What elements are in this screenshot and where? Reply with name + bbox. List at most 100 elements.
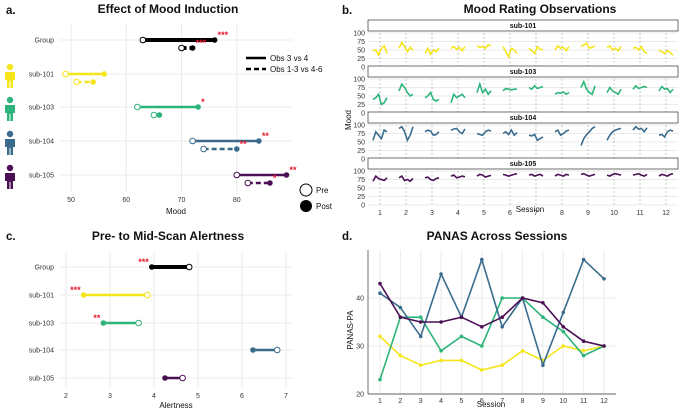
session-line <box>372 44 388 57</box>
x-tick-label: 10 <box>559 398 567 405</box>
y-tick-label: 25 <box>357 56 365 63</box>
y-tick-label: 50 <box>357 93 365 100</box>
panel-a-xlabel: Mood <box>166 207 186 216</box>
data-point <box>439 320 443 324</box>
y-tick-label: 50 <box>357 185 365 192</box>
panel-b-plot: sub-1010255075100sub-1030255075100sub-10… <box>353 19 679 217</box>
panel-a-plot: 50 60 70 80 Group sub-101 sub-103 sub-104 sub-10… <box>29 24 297 204</box>
session-line <box>606 86 622 96</box>
session-line <box>502 46 518 59</box>
significance-label: * <box>201 97 205 107</box>
x-tick-label: 80 <box>233 197 241 204</box>
x-tick-label: 8 <box>560 210 564 217</box>
session-line <box>554 173 570 177</box>
x-tick-label: 9 <box>541 398 545 405</box>
x-tick-label: 60 <box>122 197 130 204</box>
x-tick-label: 12 <box>662 210 670 217</box>
panel-b-title: Mood Rating Observations <box>464 2 617 16</box>
x-tick-label: 2 <box>404 210 408 217</box>
pre-point <box>185 263 193 271</box>
session-line <box>658 49 674 56</box>
session-line <box>372 92 388 106</box>
data-point <box>602 344 606 348</box>
data-point <box>459 358 464 363</box>
significance-label: *** <box>138 257 149 267</box>
data-point <box>378 334 382 339</box>
data-point <box>480 257 484 262</box>
data-point <box>418 363 423 368</box>
legend-post-label: Post <box>316 202 333 211</box>
pre-point <box>135 319 142 327</box>
session-line <box>554 44 570 53</box>
person-icon-green <box>5 96 15 121</box>
row-label: sub-105 <box>29 173 54 180</box>
y-tick-label: 75 <box>357 177 365 184</box>
panel-b-label: b. <box>342 5 352 17</box>
data-point <box>459 315 464 320</box>
data-point <box>581 349 586 353</box>
y-tick-label: 75 <box>357 85 365 92</box>
post-point <box>283 172 290 178</box>
x-tick-label: 6 <box>508 210 512 217</box>
session-line <box>554 90 570 96</box>
session-line <box>502 87 517 92</box>
row-label: sub-104 <box>29 139 54 146</box>
y-tick-label: 0 <box>361 202 365 209</box>
data-point <box>418 315 423 320</box>
significance-label: ** <box>262 131 270 141</box>
data-point <box>378 281 382 286</box>
row-label: sub-104 <box>29 348 54 355</box>
panel-d-title: PANAS Across Sessions <box>427 229 568 243</box>
pre-point <box>233 171 241 179</box>
x-tick-label: 5 <box>460 398 464 405</box>
y-tick-label: 50 <box>357 47 365 54</box>
data-point <box>581 339 586 344</box>
data-point <box>581 353 586 358</box>
legend-pre-label: Pre <box>316 186 329 195</box>
session-line <box>528 133 544 142</box>
x-tick-label: 4 <box>439 398 443 405</box>
session-line <box>450 127 466 135</box>
series-line <box>379 335 605 371</box>
post-point <box>211 37 218 43</box>
session-line <box>528 84 544 91</box>
session-line <box>476 129 492 137</box>
panel-b-ylabel: Mood <box>344 110 353 130</box>
data-point <box>520 349 525 353</box>
session-line <box>398 40 414 54</box>
legend-pre-marker <box>299 183 313 197</box>
y-tick-label: 0 <box>361 64 365 71</box>
y-tick-label: 25 <box>357 148 365 155</box>
panel-c-plot: 2 3 4 5 6 7 Group sub-101 sub-103 sub-104 sub-105 *… <box>29 252 292 400</box>
post-point <box>162 375 168 381</box>
x-tick-label: 3 <box>419 398 423 405</box>
session-line <box>606 172 622 177</box>
session-line <box>398 82 414 98</box>
panel-c-title: Pre- to Mid-Scan Alertness <box>92 229 245 243</box>
x-tick-label: 6 <box>480 398 484 405</box>
data-point <box>480 368 484 372</box>
panel-d-ylabel: PANAS-PA <box>346 310 355 350</box>
x-tick-label: 10 <box>610 210 618 217</box>
y-tick-label: 75 <box>357 131 365 138</box>
facet-strip <box>367 19 679 32</box>
series-line <box>379 257 605 368</box>
session-line <box>476 43 492 50</box>
panel-b-xlabel: Session <box>516 205 544 214</box>
pre-point <box>178 44 185 52</box>
y-tick-label: 25 <box>357 194 365 201</box>
pre-point <box>144 291 151 299</box>
legend-solid-label: Obs 3 vs 4 <box>270 54 309 63</box>
facet-title: sub-104 <box>510 115 537 122</box>
post-point <box>80 292 87 298</box>
row-label: sub-103 <box>29 321 54 328</box>
pre-point <box>244 179 252 187</box>
data-point <box>561 325 566 329</box>
post-point <box>90 79 96 85</box>
session-line <box>580 79 596 96</box>
session-line <box>606 127 622 141</box>
pre-point <box>189 137 196 145</box>
pre-point <box>150 111 158 119</box>
